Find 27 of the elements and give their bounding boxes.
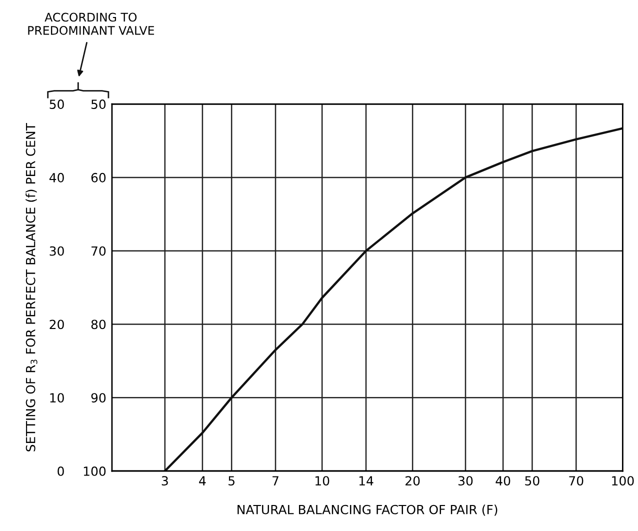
x-tick-label: 10 [316, 476, 330, 486]
y-tick-label: 20 [50, 320, 64, 330]
x-tick-label: 30 [458, 476, 473, 486]
y-tick-label: 40 [49, 172, 64, 182]
y-axis-title: SETTING OF R$_{3}$ FOR PERFECT BALANCE (f) PER CENT [26, 122, 38, 452]
y-tick-label: 10 [50, 393, 64, 403]
y2-tick-label: 60 [91, 172, 106, 182]
x-tick-label: 7 [272, 476, 278, 486]
x-tick-label: 20 [406, 476, 420, 486]
y-tick-label: 0 [58, 466, 64, 476]
x-tick-label: 4 [199, 476, 206, 486]
y2-tick-label: 100 [84, 466, 106, 476]
x-axis-title: NATURAL BALANCING FACTOR OF PAIR (F) [238, 504, 498, 516]
y-tick-label: 30 [50, 246, 64, 256]
x-tick-label: 3 [162, 476, 168, 486]
y2-tick-label: 90 [91, 393, 106, 403]
x-tick-label: 70 [569, 476, 584, 486]
y2-tick-label: 50 [91, 100, 106, 110]
text: ACCORDING TO PREDOMINANT VALVE [28, 12, 154, 35]
x-tick-label: 40 [496, 476, 510, 486]
y2-tick-label: 80 [91, 320, 106, 330]
x-tick-label: 100 [612, 476, 634, 486]
x-tick-label: 14 [359, 476, 374, 486]
y-tick-label: 50 [50, 100, 64, 110]
x-tick-label: 50 [525, 476, 540, 486]
y2-tick-label: 70 [92, 246, 106, 256]
x-tick-label: 5 [228, 476, 234, 486]
